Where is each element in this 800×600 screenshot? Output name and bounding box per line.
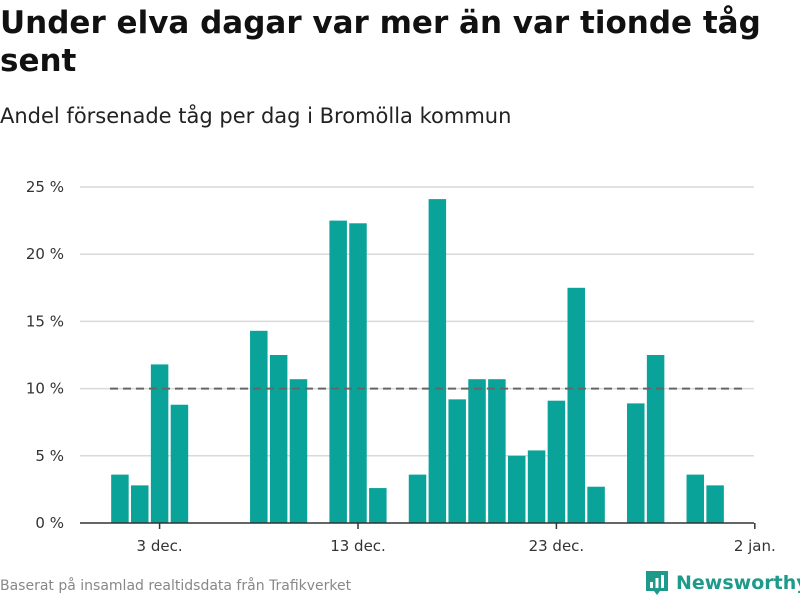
bar-2022-12-17[interactable] [428, 199, 447, 523]
y-tick-label: 5 % [35, 447, 64, 465]
bar-2022-12-02[interactable] [131, 485, 149, 523]
y-tick-label: 0 % [35, 514, 64, 532]
bar-2022-12-03[interactable] [150, 364, 169, 523]
bar-2022-12-16[interactable] [408, 474, 427, 523]
bar-2022-12-25[interactable] [587, 486, 605, 523]
bar-2022-12-31[interactable] [706, 485, 724, 523]
bar-2022-12-28[interactable] [646, 355, 665, 523]
bar-2022-12-14[interactable] [369, 488, 387, 523]
bar-2022-12-12[interactable] [329, 220, 347, 523]
bar-2022-12-23[interactable] [547, 400, 566, 523]
bar-2022-12-04[interactable] [170, 404, 189, 523]
chart-subtitle: Andel försenade tåg per dag i Bromölla k… [0, 104, 512, 128]
source-note: Baserat på insamlad realtidsdata från Tr… [0, 578, 352, 594]
x-tick-label: 3 dec. [137, 537, 183, 555]
bar-2022-12-08[interactable] [250, 330, 268, 523]
brand-name: Newsworthy [676, 572, 800, 594]
bar-2022-12-10[interactable] [289, 379, 308, 523]
x-tick-label: 13 dec. [330, 537, 386, 555]
x-tick-label: 2 jan. [734, 537, 776, 555]
bar-2022-12-21[interactable] [507, 455, 526, 523]
bar-chart: 0 % 5 % 10 % 15 % 20 % 25 % 3 dec. 13 dec. 23 de… [26, 178, 776, 555]
bar-2022-12-22[interactable] [527, 450, 546, 523]
y-tick-label: 20 % [26, 245, 64, 263]
bar-chart-logo-icon [646, 571, 668, 595]
bar-2022-12-01[interactable] [111, 474, 129, 523]
y-tick-label: 15 % [26, 312, 64, 330]
x-tick-label: 23 dec. [529, 537, 585, 555]
chart-title: Under elva dagar var mer än var tionde t… [0, 5, 761, 79]
y-tick-label: 25 % [26, 178, 64, 196]
bar-2022-12-18[interactable] [448, 399, 466, 523]
bar-2022-12-27[interactable] [627, 403, 645, 523]
bar-2022-12-19[interactable] [468, 379, 486, 523]
newsworthy-logo[interactable]: Newsworthy [644, 569, 800, 597]
bar-2022-12-09[interactable] [269, 355, 288, 523]
bar-2022-12-24[interactable] [567, 287, 585, 523]
bar-2022-12-20[interactable] [488, 379, 506, 523]
y-tick-label: 10 % [26, 380, 64, 398]
bar-2022-12-30[interactable] [686, 474, 705, 523]
bar-2022-12-13[interactable] [349, 223, 367, 523]
